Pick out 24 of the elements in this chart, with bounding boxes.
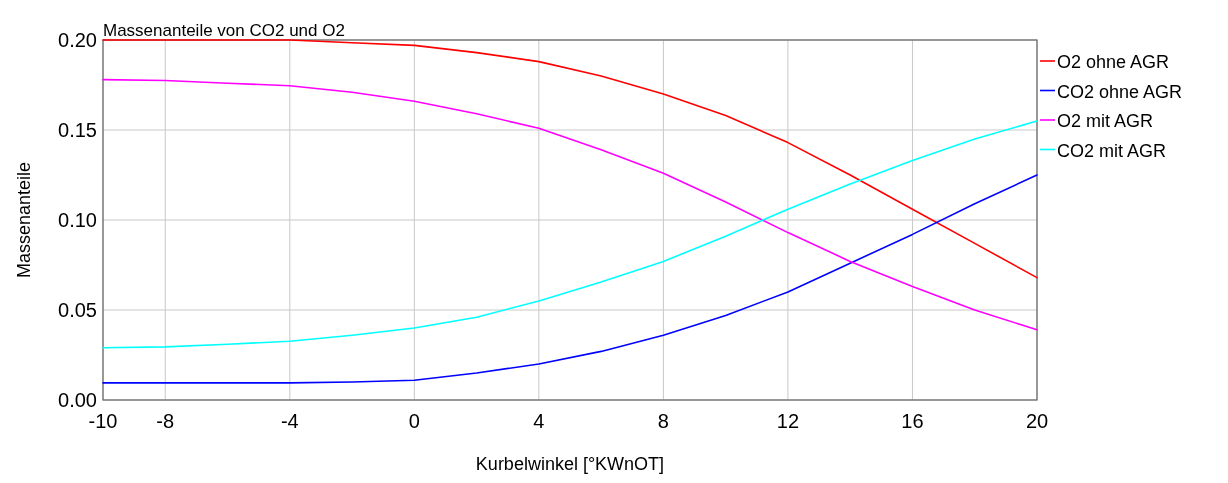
y-tick-label: 0.05 <box>58 299 97 321</box>
x-tick-label: 4 <box>533 410 545 432</box>
legend-label: CO2 mit AGR <box>1057 140 1167 161</box>
legend-label: O2 mit AGR <box>1057 111 1154 131</box>
legend-label: O2 ohne AGR <box>1057 52 1170 72</box>
y-tick-label: 0.10 <box>58 209 97 231</box>
x-tick-label: -4 <box>280 410 299 432</box>
x-tick-label: -8 <box>156 410 175 432</box>
line-series <box>102 78 1038 331</box>
y-tick-label: 0.00 <box>58 389 97 411</box>
x-tick-label: 20 <box>1025 410 1049 432</box>
line-series <box>102 120 1038 349</box>
y-tick-label: 0.15 <box>58 119 97 141</box>
line-series <box>102 174 1038 384</box>
y-tick-label: 0.20 <box>58 29 97 51</box>
y-axis-title: Massenanteile <box>14 161 34 279</box>
x-tick-label: -10 <box>88 410 118 432</box>
x-tick-label: 12 <box>776 410 800 432</box>
x-tick-label: 16 <box>901 410 924 432</box>
chart-title: Massenanteile von CO2 und O2 <box>103 21 345 40</box>
legend-label: CO2 ohne AGR <box>1057 81 1183 102</box>
x-tick-label: 0 <box>408 410 420 432</box>
x-tick-label: 8 <box>657 410 669 432</box>
x-axis-title: Kurbelwinkel [°KWnOT] <box>475 454 665 474</box>
